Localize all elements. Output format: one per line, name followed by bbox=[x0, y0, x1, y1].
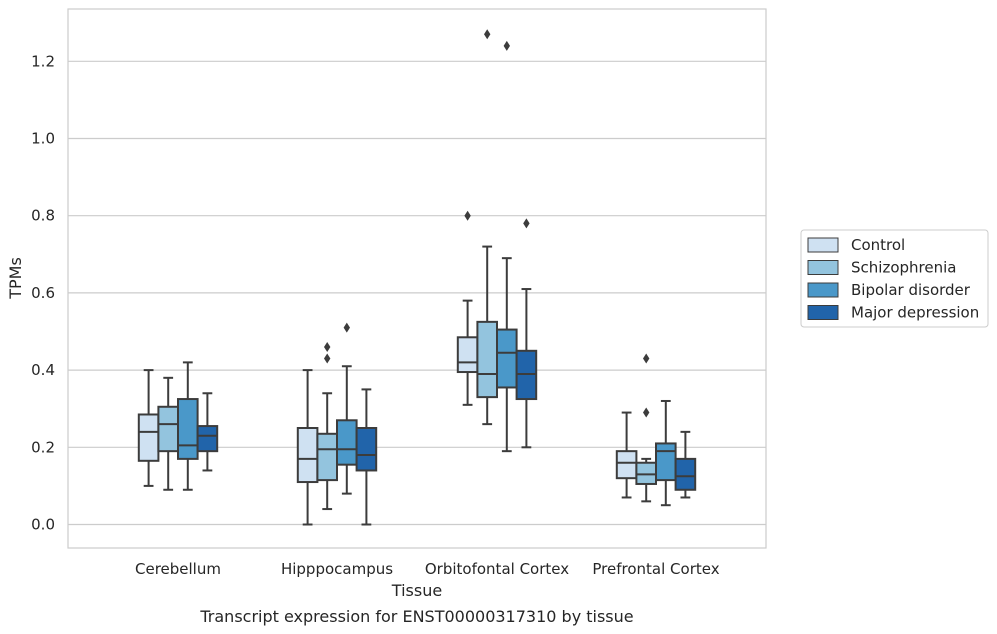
box-2-3 bbox=[515, 218, 538, 449]
box-2-0 bbox=[456, 210, 479, 406]
x-axis-ticks: Cerebellum Hipppocampus Orbitofontal Corte… bbox=[135, 560, 720, 578]
y-axis-ticks: 0.0 0.2 0.4 0.6 0.8 1.0 1.2 bbox=[31, 52, 55, 533]
box-iqr bbox=[316, 432, 338, 482]
x-axis-title: Tissue bbox=[391, 581, 442, 600]
y-tick-label: 0.0 bbox=[31, 516, 55, 534]
box-iqr bbox=[196, 425, 219, 453]
legend-swatch bbox=[807, 237, 839, 253]
x-tick-label: Hipppocampus bbox=[281, 560, 393, 578]
y-tick-label: 1.2 bbox=[31, 52, 55, 70]
box-series bbox=[137, 29, 697, 526]
legend-swatch bbox=[807, 305, 839, 320]
outlier-point bbox=[343, 322, 350, 333]
box-1-1 bbox=[316, 341, 338, 511]
outlier-point bbox=[464, 210, 471, 221]
legend-label: Control bbox=[851, 236, 905, 254]
box-0-2 bbox=[177, 361, 199, 491]
box-2-2 bbox=[496, 40, 518, 453]
outlier-point bbox=[503, 40, 510, 51]
x-tick-label: Prefrontal Cortex bbox=[592, 560, 719, 578]
legend: Control Schizophrenia Bipolar disorder Majo… bbox=[800, 229, 989, 328]
legend-label: Bipolar disorder bbox=[851, 281, 971, 299]
box-3-0 bbox=[615, 411, 638, 499]
box-0-0 bbox=[137, 369, 160, 487]
y-tick-label: 0.4 bbox=[31, 361, 55, 379]
box-iqr bbox=[137, 413, 160, 462]
outlier-point bbox=[324, 353, 331, 364]
box-iqr bbox=[157, 405, 179, 453]
box-0-1 bbox=[157, 376, 179, 491]
legend-frame bbox=[800, 229, 989, 328]
y-axis-title: TPMs bbox=[6, 257, 25, 300]
box-iqr bbox=[177, 398, 199, 460]
box-iqr bbox=[615, 450, 638, 480]
box-1-0 bbox=[296, 369, 319, 526]
legend-label: Major depression bbox=[851, 304, 979, 322]
y-tick-label: 0.6 bbox=[31, 284, 55, 302]
box-iqr bbox=[496, 328, 518, 389]
chart-caption: Transcript expression for ENST0000031731… bbox=[199, 607, 633, 626]
box-2-1 bbox=[476, 29, 498, 426]
box-iqr bbox=[655, 442, 677, 482]
plot-area-frame bbox=[67, 8, 767, 549]
box-iqr bbox=[456, 336, 479, 374]
box-iqr bbox=[674, 457, 697, 491]
legend-label: Schizophrenia bbox=[851, 259, 956, 277]
box-0-3 bbox=[196, 392, 219, 472]
y-tick-label: 0.2 bbox=[31, 438, 55, 456]
y-tick-label: 1.0 bbox=[31, 130, 55, 148]
outlier-point bbox=[484, 29, 491, 40]
box-3-1 bbox=[635, 353, 658, 503]
outlier-point bbox=[523, 218, 530, 229]
outlier-point bbox=[324, 341, 331, 352]
x-tick-label: Orbitofontal Cortex bbox=[425, 560, 569, 578]
box-3-3 bbox=[674, 430, 697, 499]
box-iqr bbox=[336, 419, 358, 466]
box-3-2 bbox=[655, 399, 677, 507]
box-1-3 bbox=[355, 388, 378, 526]
legend-swatch bbox=[807, 282, 839, 298]
box-iqr bbox=[476, 320, 498, 399]
outlier-point bbox=[643, 353, 650, 364]
box-1-2 bbox=[336, 322, 358, 495]
box-iqr bbox=[296, 427, 319, 484]
legend-swatch bbox=[807, 260, 839, 275]
y-tick-label: 0.8 bbox=[31, 207, 55, 225]
box-iqr bbox=[355, 427, 378, 472]
x-tick-label: Cerebellum bbox=[135, 560, 221, 578]
outlier-point bbox=[643, 407, 650, 418]
